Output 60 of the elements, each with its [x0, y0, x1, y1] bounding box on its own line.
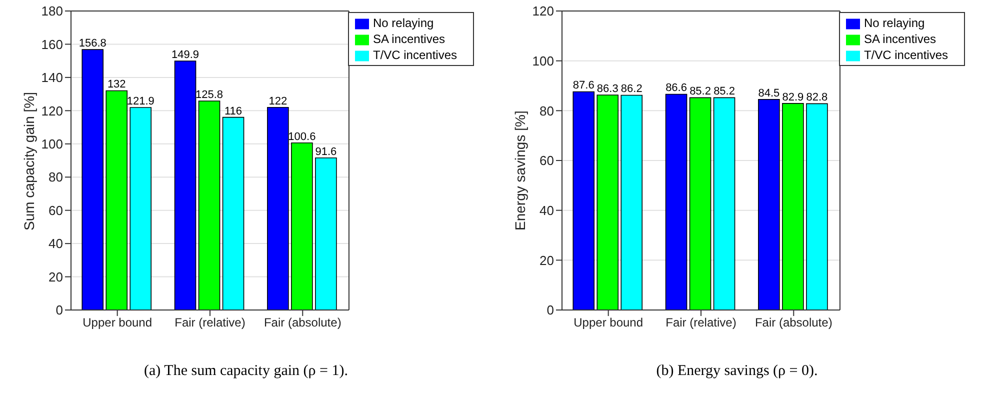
data-label: 85.2 [690, 86, 711, 98]
data-label: 122 [268, 95, 288, 108]
data-label: 86.3 [596, 82, 618, 95]
data-label: 85.2 [714, 86, 735, 98]
y-tick-label: 100 [41, 136, 63, 152]
y-tick-label: 180 [41, 4, 63, 19]
y-tick-label: 160 [41, 36, 63, 52]
y-tick-label: 60 [540, 153, 554, 168]
data-label: 87.6 [572, 80, 594, 92]
data-label: 125.8 [196, 89, 224, 102]
x-tick-label: Fair (relative) [666, 316, 736, 330]
x-tick-label: Upper bound [574, 316, 644, 330]
bar [222, 116, 244, 310]
bar [174, 60, 196, 310]
text: (b) Energy savings (ρ = 0). [655, 363, 819, 380]
y-tick-label: 140 [41, 70, 63, 86]
text: (a) The sum capacity gain (ρ = 1). [143, 363, 349, 380]
x-tick-label: Fair (absolute) [754, 316, 832, 330]
y-tick-label: 80 [540, 103, 554, 118]
data-label: 116 [224, 105, 242, 118]
data-label: 86.6 [666, 82, 687, 94]
legend-label: No relaying [864, 16, 925, 30]
legend-label: T/VC incentives [372, 48, 457, 62]
data-label: 149.9 [172, 49, 200, 61]
x-tick-label: Fair (absolute) [264, 316, 342, 330]
data-label: 82.8 [806, 92, 828, 104]
legend-label: SA incentives [372, 32, 446, 46]
data-label: 84.5 [758, 87, 780, 100]
y-tick-label: 60 [48, 202, 63, 218]
legend-label: SA incentives [864, 32, 936, 46]
y-tick-label: 0 [56, 302, 63, 318]
x-tick-label: Fair (relative) [174, 316, 246, 330]
y-tick-label: 120 [41, 103, 63, 118]
y-tick-label: 0 [546, 302, 554, 318]
data-label: 156.8 [78, 38, 106, 50]
y-axis-title: Energy savings [%] [512, 110, 528, 230]
bar [106, 90, 128, 310]
y-tick-label: 20 [540, 252, 554, 268]
y-tick-label: 40 [540, 202, 554, 218]
data-label: 121.9 [126, 96, 154, 108]
bar [130, 107, 152, 310]
bar [315, 157, 337, 310]
bar [198, 100, 220, 310]
data-label: 91.6 [315, 146, 337, 158]
data-label: 132 [107, 78, 126, 91]
data-label: 86.2 [620, 83, 642, 96]
x-tick-label: Upper bound [82, 316, 152, 330]
bar [291, 142, 313, 310]
y-axis-title: Sum capacity gain [%] [20, 92, 37, 230]
bar [267, 106, 289, 310]
y-tick-label: 20 [48, 269, 63, 284]
bar [82, 49, 104, 310]
data-label: 82.9 [782, 91, 804, 104]
y-tick-label: 80 [48, 170, 63, 185]
y-tick-label: 100 [532, 53, 554, 68]
legend-label: T/VC incentives [864, 48, 948, 62]
y-tick-label: 120 [532, 4, 554, 19]
y-tick-label: 40 [48, 236, 63, 252]
legend-label: No relaying [372, 16, 434, 30]
data-label: 100.6 [288, 130, 316, 143]
